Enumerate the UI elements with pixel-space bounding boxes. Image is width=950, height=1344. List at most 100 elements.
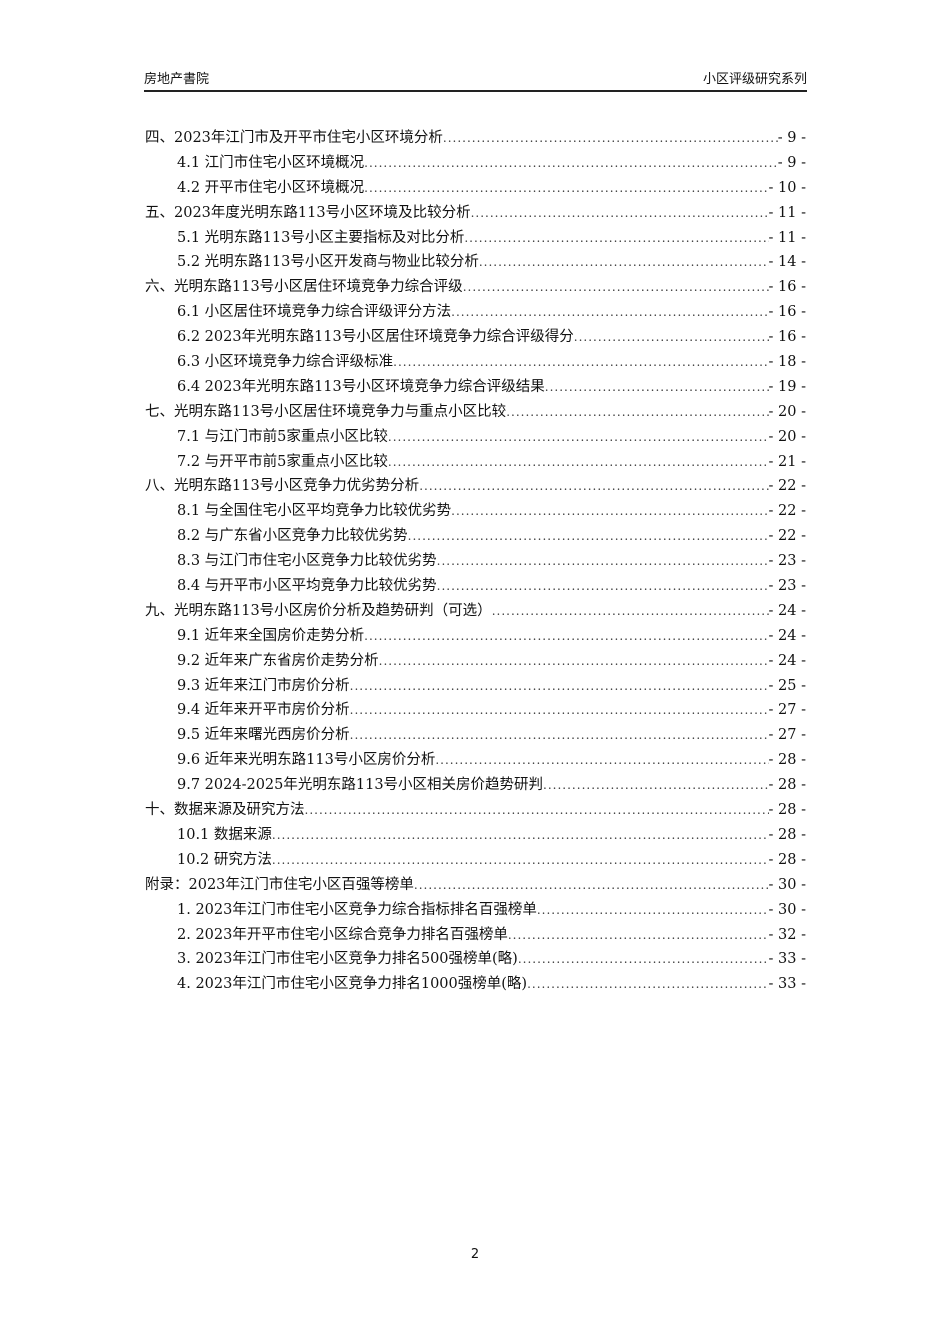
toc-entry[interactable]: 9.5 近年来曙光西房价分析 - 27 - <box>145 723 806 748</box>
toc-entry-title: 5.2 光明东路113号小区开发商与物业比较分析 <box>177 254 479 271</box>
toc-entry-title: 8.4 与开平市小区平均竞争力比较优劣势 <box>177 578 437 595</box>
toc-entry-page: - 21 - <box>768 453 806 470</box>
toc-entry-title: 8.2 与广东省小区竞争力比较优劣势 <box>177 528 408 545</box>
toc-entry[interactable]: 8.4 与开平市小区平均竞争力比较优劣势 - 23 - <box>145 574 806 599</box>
toc-entry-title: 五、2023年度光明东路113号小区环境及比较分析 <box>145 204 471 221</box>
toc-entry-title: 9.7 2024-2025年光明东路113号小区相关房价趋势研判 <box>177 777 544 794</box>
dot-leader <box>471 206 769 220</box>
toc-entry-page: - 28 - <box>768 752 806 769</box>
toc-entry-page: - 30 - <box>768 901 806 918</box>
toc-entry[interactable]: 10.1 数据来源 - 28 - <box>145 823 806 848</box>
toc-entry-title: 4.1 江门市住宅小区环境概况 <box>177 154 365 171</box>
toc-entry-title: 1. 2023年江门市住宅小区竞争力综合指标排名百强榜单 <box>177 901 537 918</box>
dot-leader <box>364 181 768 195</box>
toc-entry-page: - 11 - <box>768 229 806 246</box>
toc-entry[interactable]: 5.1 光明东路113号小区主要指标及对比分析 - 11 - <box>145 226 806 251</box>
toc-entry-title: 6.2 2023年光明东路113号小区居住环境竞争力综合评级得分 <box>177 329 574 346</box>
toc-entry-title: 3. 2023年江门市住宅小区竞争力排名500强榜单(略) <box>177 951 518 968</box>
toc-entry[interactable]: 6.1 小区居住环境竞争力综合评级评分方法 - 16 - <box>145 300 806 325</box>
dot-leader <box>451 305 768 319</box>
toc-entry[interactable]: 3. 2023年江门市住宅小区竞争力排名500强榜单(略) - 33 - <box>145 947 806 972</box>
toc-entry-page: - 28 - <box>768 851 806 868</box>
toc-entry-page: - 28 - <box>768 826 806 843</box>
dot-leader <box>388 455 769 469</box>
toc-entry-page: - 28 - <box>768 802 806 819</box>
toc-entry[interactable]: 9.6 近年来光明东路113号小区房价分析 - 28 - <box>145 748 806 773</box>
toc-entry-title: 九、光明东路113号小区房价分析及趋势研判（可选） <box>145 602 492 619</box>
toc-entry-page: - 16 - <box>768 279 806 296</box>
toc-entry-page: - 32 - <box>768 926 806 943</box>
toc-entry[interactable]: 6.3 小区环境竞争力综合评级标准 - 18 - <box>145 350 806 375</box>
toc-entry[interactable]: 5.2 光明东路113号小区开发商与物业比较分析 - 14 - <box>145 250 806 275</box>
dot-leader <box>463 280 769 294</box>
toc-entry-page: - 10 - <box>768 179 806 196</box>
toc-entry-title: 9.1 近年来全国房价走势分析 <box>177 627 365 644</box>
dot-leader <box>388 430 769 444</box>
toc-entry[interactable]: 9.1 近年来全国房价走势分析 - 24 - <box>145 624 806 649</box>
toc-entry-page: - 30 - <box>768 876 806 893</box>
toc-entry[interactable]: 4.2 开平市住宅小区环境概况 - 10 - <box>145 176 806 201</box>
toc-entry-page: - 9 - <box>777 130 806 146</box>
toc-entry-title: 8.3 与江门市住宅小区竞争力比较优劣势 <box>177 553 437 570</box>
toc-entry-title: 十、数据来源及研究方法 <box>145 802 305 819</box>
toc-entry-title: 9.6 近年来光明东路113号小区房价分析 <box>177 752 436 769</box>
toc-entry-page: - 28 - <box>768 777 806 794</box>
toc-entry[interactable]: 4. 2023年江门市住宅小区竞争力排名1000强榜单(略) - 33 - <box>145 972 806 997</box>
toc-entry-page: - 24 - <box>768 627 806 644</box>
toc-entry[interactable]: 9.2 近年来广东省房价走势分析 - 24 - <box>145 649 806 674</box>
toc-entry-title: 六、光明东路113号小区居住环境竞争力综合评级 <box>145 279 463 296</box>
toc-entry-page: - 11 - <box>768 204 806 221</box>
toc-entry[interactable]: 2. 2023年开平市住宅小区综合竞争力排名百强榜单 - 32 - <box>145 923 806 948</box>
toc-entry[interactable]: 4.1 江门市住宅小区环境概况 - 9 - <box>145 151 806 176</box>
toc-entry-title: 四、2023年江门市及开平市住宅小区环境分析 <box>145 130 443 146</box>
toc-entry-page: - 20 - <box>768 403 806 420</box>
dot-leader <box>414 878 769 892</box>
toc-entry[interactable]: 9.4 近年来开平市房价分析 - 27 - <box>145 698 806 723</box>
dot-leader <box>435 753 768 767</box>
toc-entry-page: - 9 - <box>777 154 806 171</box>
toc-entry-title: 6.4 2023年光明东路113号小区环境竞争力综合评级结果 <box>177 378 545 395</box>
dot-leader <box>479 255 769 269</box>
toc-entry[interactable]: 7.1 与江门市前5家重点小区比较 - 20 - <box>145 425 806 450</box>
toc-entry[interactable]: 七、光明东路113号小区居住环境竞争力与重点小区比较 - 20 - <box>145 400 806 425</box>
toc-entry[interactable]: 附录：2023年江门市住宅小区百强等榜单 - 30 - <box>145 873 806 898</box>
toc-entry[interactable]: 八、光明东路113号小区竞争力优劣势分析 - 22 - <box>145 474 806 499</box>
toc-entry-title: 9.5 近年来曙光西房价分析 <box>177 727 350 744</box>
dot-leader <box>451 504 768 518</box>
toc-entry-title: 10.1 数据来源 <box>177 826 272 843</box>
toc-entry-title: 7.1 与江门市前5家重点小区比较 <box>177 428 388 445</box>
dot-leader <box>379 654 769 668</box>
dot-leader <box>518 952 769 966</box>
toc-entry-page: - 22 - <box>768 478 806 495</box>
toc-entry-title: 6.3 小区环境竞争力综合评级标准 <box>177 354 394 371</box>
dot-leader <box>574 330 769 344</box>
toc-entry[interactable]: 九、光明东路113号小区房价分析及趋势研判（可选） - 24 - <box>145 599 806 624</box>
dot-leader <box>443 131 778 145</box>
toc-entry[interactable]: 10.2 研究方法 - 28 - <box>145 848 806 873</box>
toc-entry[interactable]: 9.3 近年来江门市房价分析 - 25 - <box>145 674 806 699</box>
dot-leader <box>545 380 769 394</box>
dot-leader <box>506 405 768 419</box>
toc-entry-page: - 23 - <box>768 578 806 595</box>
dot-leader <box>508 928 769 942</box>
toc-entry[interactable]: 五、2023年度光明东路113号小区环境及比较分析 - 11 - <box>145 201 806 226</box>
toc-entry-title: 八、光明东路113号小区竞争力优劣势分析 <box>145 478 420 495</box>
toc-entry[interactable]: 六、光明东路113号小区居住环境竞争力综合评级 - 16 - <box>145 275 806 300</box>
toc-entry[interactable]: 十、数据来源及研究方法 - 28 - <box>145 798 806 823</box>
toc-entry[interactable]: 6.4 2023年光明东路113号小区环境竞争力综合评级结果 - 19 - <box>145 375 806 400</box>
table-of-contents: 四、2023年江门市及开平市住宅小区环境分析- 9 -4.1 江门市住宅小区环境… <box>145 126 806 997</box>
toc-entry[interactable]: 8.2 与广东省小区竞争力比较优劣势 - 22 - <box>145 524 806 549</box>
toc-entry-page: - 23 - <box>768 553 806 570</box>
toc-entry[interactable]: 7.2 与开平市前5家重点小区比较 - 21 - <box>145 450 806 475</box>
toc-entry[interactable]: 8.1 与全国住宅小区平均竞争力比较优劣势 - 22 - <box>145 499 806 524</box>
toc-entry[interactable]: 6.2 2023年光明东路113号小区居住环境竞争力综合评级得分 - 16 - <box>145 325 806 350</box>
dot-leader <box>437 579 769 593</box>
toc-entry-title: 9.3 近年来江门市房价分析 <box>177 677 350 694</box>
dot-leader <box>527 977 768 991</box>
toc-entry[interactable]: 9.7 2024-2025年光明东路113号小区相关房价趋势研判 - 28 - <box>145 773 806 798</box>
toc-entry[interactable]: 四、2023年江门市及开平市住宅小区环境分析 - 9 - <box>145 126 806 151</box>
toc-entry-title: 10.2 研究方法 <box>177 851 272 868</box>
toc-entry[interactable]: 1. 2023年江门市住宅小区竞争力综合指标排名百强榜单 - 30 - <box>145 898 806 923</box>
toc-entry[interactable]: 8.3 与江门市住宅小区竞争力比较优劣势 - 23 - <box>145 549 806 574</box>
dot-leader <box>272 853 769 867</box>
